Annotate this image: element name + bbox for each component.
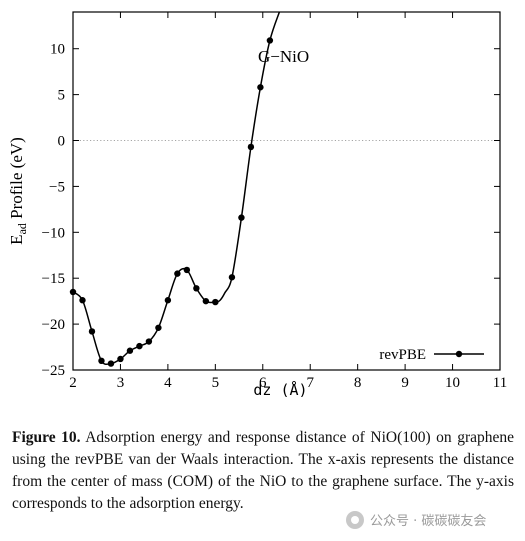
x-tick-label: 10 [445,375,460,391]
data-point [126,347,134,354]
data-point [228,274,236,281]
y-axis-label-rest: Profile (eV) [7,137,26,223]
watermark-text: 公众号 · 碳碳碳友会 [370,514,487,529]
figure-caption: Figure 10. Adsorption energy and respons… [12,427,514,515]
x-tick-label: 6 [259,375,267,391]
y-tick-label: −5 [49,179,65,195]
x-tick-label: 2 [69,375,77,391]
data-point [107,360,115,367]
x-tick-label: 8 [354,375,362,391]
legend-marker [455,350,463,358]
x-tick-label: 11 [493,375,507,391]
axis-ticks: 2 3 4 5 6 7 8 9 10 11 10 5 0 −5 −10 −15 −20 −25 [42,12,507,391]
x-tick-label: 9 [401,375,409,391]
y-tick-label: −15 [42,271,65,287]
series-revpbe [69,12,281,367]
y-tick-label: 10 [50,42,65,58]
y-tick-label: 0 [58,134,66,150]
watermark: 公众号 · 碳碳碳友会 [346,510,486,529]
data-point [266,37,274,44]
chart-annotation: G−NiO [258,47,309,66]
x-axis-label: dz (Å) [253,380,307,399]
legend-label: revPBE [379,347,426,363]
y-axis-label-main: E [7,234,26,244]
data-point [98,357,105,365]
plot-area [72,11,501,371]
x-tick-label: 7 [306,375,314,391]
data-point [69,288,77,296]
series-line [73,12,281,366]
caption-text: Adsorption energy and response distance … [12,429,515,512]
y-tick-label: 5 [58,88,66,104]
data-point [164,297,172,304]
y-tick-label: −20 [42,317,65,333]
data-point [136,342,143,350]
x-tick-label: 4 [164,375,172,391]
data-point [88,328,96,335]
data-point [117,355,124,363]
data-point [174,270,181,277]
data-point [238,214,245,221]
x-tick-label: 5 [212,375,220,391]
y-tick-label: −10 [42,225,65,241]
data-point [155,324,162,331]
data-point [145,338,153,345]
wechat-icon [346,510,364,529]
caption-label: Figure 10. [12,429,81,446]
chart: 2 3 4 5 6 7 8 9 10 11 10 5 0 −5 −10 −15 −20 −25 G−NiO dz … [7,11,507,399]
legend: revPBE [379,347,484,363]
y-axis-label-subscript: ad [15,223,29,234]
data-point [79,297,86,304]
data-point [247,143,255,151]
data-point [257,84,264,91]
data-point [193,285,200,292]
y-axis-label: Ead Profile (eV) [7,137,29,245]
data-point [183,266,191,274]
plot-frame [72,11,501,371]
y-tick-label: −25 [42,363,65,379]
x-tick-label: 3 [117,375,125,391]
data-point [202,297,210,305]
data-point [212,298,219,306]
